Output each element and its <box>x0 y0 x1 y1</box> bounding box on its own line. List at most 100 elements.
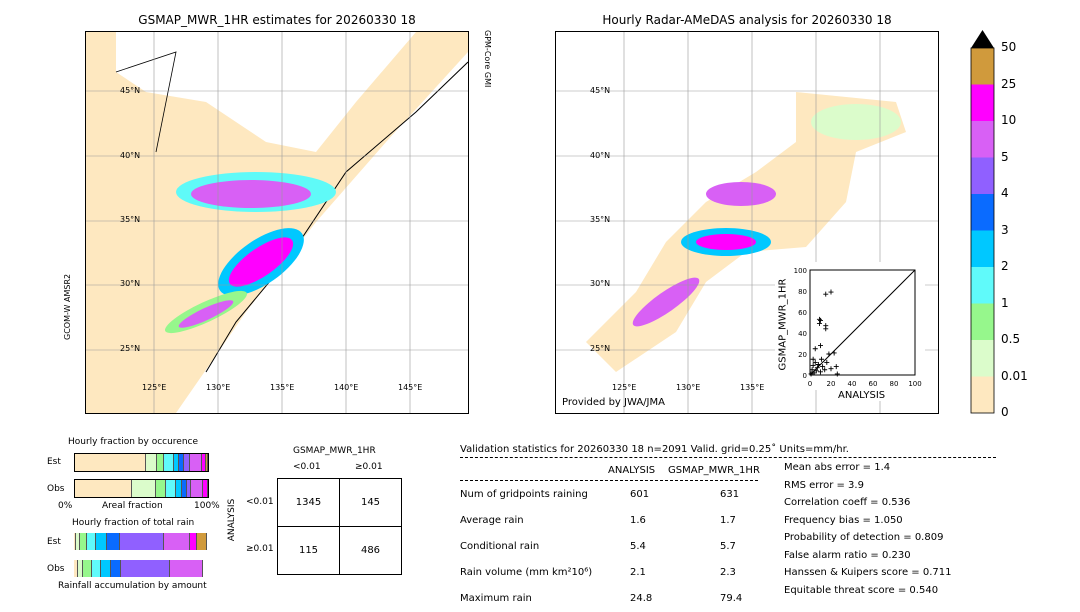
colorbar-tick: 0.5 <box>1001 332 1021 346</box>
bar-segment <box>179 454 185 471</box>
data-point <box>826 351 832 357</box>
coastline <box>115 51 177 153</box>
bar-segment <box>196 533 207 550</box>
right-map-title: Hourly Radar-AMeDAS analysis for 2026033… <box>602 13 892 27</box>
rain-area <box>706 182 776 206</box>
colorbar-tick: 3 <box>1001 222 1009 237</box>
data-point <box>812 346 818 352</box>
scatter-plot: 00 20 20 40 40 60 60 80 80 100 100 <box>794 267 922 388</box>
sensor-label-left: GCOM-W AMSR2 <box>63 273 72 340</box>
score-item: False alarm ratio = 0.230 <box>784 549 911 561</box>
x-tick: 60 <box>869 380 878 388</box>
data-point <box>818 343 823 349</box>
score-item: Frequency bias = 1.050 <box>784 514 903 526</box>
row-label: ≥0.01 <box>246 544 274 554</box>
colorbar-tick: 0.01 <box>1001 368 1028 383</box>
lon-label: 135°E <box>270 383 295 392</box>
score-item: Hanssen & Kuipers score = 0.711 <box>784 567 952 578</box>
lat-label: 30°N <box>120 279 141 288</box>
stats-col: ANALYSIS <box>608 465 656 476</box>
col-label: <0.01 <box>293 462 321 472</box>
stats-row-label: Rain volume (mm km²10⁶) <box>460 567 593 578</box>
data-point <box>822 367 828 373</box>
rain-area <box>696 234 756 250</box>
colorbar <box>970 30 995 414</box>
data-point <box>810 356 816 362</box>
lat-label: 45°N <box>120 86 141 95</box>
bar-segment <box>111 560 122 577</box>
colorbar-tick: 25 <box>1001 76 1017 91</box>
colorbar-segment <box>971 121 994 158</box>
bar-segment <box>205 454 208 471</box>
colorbar-segment <box>971 267 994 304</box>
bar-segment <box>83 560 92 577</box>
scatter-ylabel: GSMAP_MWR_1HR <box>777 278 789 371</box>
lon-label: 125°E <box>612 383 637 392</box>
colorbar-tick: 50 <box>1001 40 1017 54</box>
colorbar-segment <box>971 194 994 231</box>
occurrence-xlabel: Areal fraction <box>102 501 163 511</box>
stats-value: 79.4 <box>720 593 743 604</box>
data-point <box>811 370 817 376</box>
est-label: Est <box>47 457 61 467</box>
left-map: 45°N 40°N 35°N 30°N 25°N 125°E 130°E 135… <box>85 31 469 414</box>
swath-coverage <box>86 32 468 413</box>
y-tick: 100 <box>794 267 807 275</box>
total-rain-xlabel: Rainfall accumulation by amount <box>58 581 207 591</box>
total-rain-bar-est <box>74 533 207 550</box>
lat-label: 40°N <box>590 151 611 160</box>
lat-label: 25°N <box>590 344 611 353</box>
colorbar-tick: 4 <box>1001 186 1009 200</box>
stats-header: Validation statistics for 20260330 18 n=… <box>460 444 849 455</box>
score-item: Equitable threat score = 0.540 <box>784 584 939 596</box>
scatter-inset: 0 0 20 20 40 40 60 60 80 80 100 100 <box>775 262 925 390</box>
total-rain-title: Hourly fraction of total rain <box>72 518 195 528</box>
data-point <box>833 364 839 370</box>
data-point <box>824 359 830 365</box>
colorbar-segment <box>971 230 994 267</box>
bar-segment <box>100 560 112 577</box>
contingency-cell: 145 <box>339 478 402 527</box>
bar-segment <box>74 533 77 550</box>
bar-segment <box>184 454 191 471</box>
col-label: ≥0.01 <box>355 462 383 472</box>
bar-segment <box>79 533 88 550</box>
swath-edge <box>205 61 468 373</box>
bar-segment <box>190 454 203 471</box>
contingency-cell: 115 <box>277 526 340 575</box>
colorbar-segment <box>971 340 994 377</box>
total-rain-bar-obs <box>74 560 207 577</box>
contingency-title: GSMAP_MWR_1HR <box>293 446 376 456</box>
occurrence-title: Hourly fraction by occurence <box>68 437 199 447</box>
data-point <box>810 363 816 369</box>
divider <box>460 457 996 458</box>
bar-segment <box>173 454 180 471</box>
obs-label: Obs <box>47 484 65 494</box>
data-point <box>818 369 823 375</box>
bar-segment <box>119 533 165 550</box>
bar-segment <box>187 480 192 497</box>
left-map-canvas <box>86 32 468 413</box>
bar-segment <box>74 560 78 577</box>
lon-label: 130°E <box>206 383 231 392</box>
data-point <box>828 366 834 372</box>
stats-row-label: Maximum rain <box>460 593 532 604</box>
lat-label: 40°N <box>120 151 141 160</box>
bar-segment <box>175 480 182 497</box>
rain-area <box>191 180 311 208</box>
y-tick: 0 <box>803 372 807 380</box>
bar-segment <box>76 533 80 550</box>
stats-value: 5.7 <box>720 541 736 552</box>
stats-value: 1.6 <box>630 515 646 526</box>
bar-segment <box>91 560 101 577</box>
lon-label: 140°E <box>334 383 359 392</box>
lon-label: 145°E <box>398 383 423 392</box>
lon-label: 135°E <box>740 383 765 392</box>
score-item: Mean abs error = 1.4 <box>784 462 891 473</box>
bar-segment <box>131 480 156 497</box>
data-point <box>814 365 820 371</box>
colorbar-extend-arrow <box>971 30 994 48</box>
colorbar-tick: 1 <box>1001 295 1009 310</box>
data-point <box>834 371 840 377</box>
y-tick: 80 <box>798 288 807 296</box>
